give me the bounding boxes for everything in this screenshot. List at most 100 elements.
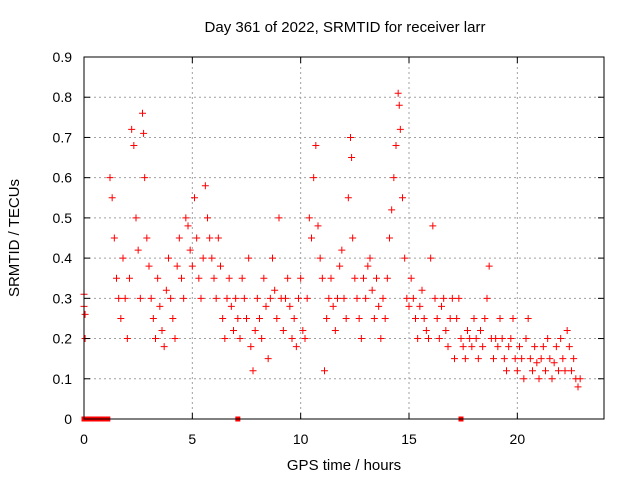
- data-point: [310, 174, 318, 182]
- data-point: [464, 327, 471, 335]
- data-point: [184, 222, 192, 230]
- data-point: [154, 274, 162, 282]
- data-point: [282, 294, 289, 302]
- data-point: [247, 343, 255, 351]
- data-point: [236, 335, 244, 343]
- data-point: [258, 335, 266, 343]
- data-point: [357, 335, 365, 343]
- plot-frame: [83, 56, 605, 420]
- data-point: [440, 294, 448, 302]
- data-point: [546, 355, 554, 363]
- data-point: [377, 335, 385, 343]
- data-point: [348, 154, 356, 162]
- data-point: [123, 335, 131, 343]
- data-point: [555, 367, 562, 375]
- data-point: [331, 327, 339, 335]
- data-point: [505, 343, 513, 351]
- data-point: [162, 286, 170, 294]
- data-point: [368, 286, 376, 294]
- data-point: [178, 274, 185, 282]
- data-point: [470, 314, 478, 322]
- data-point: [204, 214, 211, 222]
- data-point: [256, 314, 263, 322]
- data-point: [175, 234, 183, 242]
- data-point: [392, 141, 400, 149]
- data-point: [414, 335, 422, 343]
- data-point: [301, 335, 309, 343]
- data-point: [152, 335, 159, 343]
- data-point: [485, 262, 493, 270]
- data-point: [214, 234, 222, 242]
- data-point: [429, 222, 437, 230]
- y-tick-label: 0.4: [53, 250, 73, 266]
- data-point: [522, 335, 530, 343]
- data-point: [513, 367, 521, 375]
- data-point: [370, 314, 378, 322]
- data-point: [260, 274, 268, 282]
- data-point: [245, 254, 253, 262]
- data-point: [360, 274, 367, 282]
- data-point: [542, 367, 549, 375]
- data-point: [431, 294, 439, 302]
- data-point: [201, 182, 209, 190]
- data-point: [503, 367, 510, 375]
- data-point: [251, 327, 259, 335]
- data-point: [158, 327, 166, 335]
- data-point: [481, 314, 489, 322]
- data-point: [167, 294, 175, 302]
- data-point: [490, 355, 497, 363]
- data-point: [405, 302, 413, 310]
- data-point: [169, 314, 177, 322]
- data-point: [156, 302, 164, 310]
- data-point: [516, 343, 523, 351]
- data-point: [496, 314, 504, 322]
- data-point: [390, 174, 398, 182]
- data-point: [418, 286, 426, 294]
- data-point: [305, 214, 313, 222]
- data-point: [565, 343, 573, 351]
- data-point: [230, 327, 237, 335]
- data-point: [110, 234, 118, 242]
- data-point: [531, 343, 539, 351]
- data-point: [191, 194, 198, 202]
- data-point: [529, 367, 536, 375]
- data-point: [395, 101, 403, 109]
- data-point: [433, 314, 441, 322]
- data-point: [561, 367, 569, 375]
- data-point: [143, 234, 151, 242]
- data-point: [459, 343, 467, 351]
- data-point: [474, 355, 482, 363]
- data-point: [483, 294, 491, 302]
- data-point: [383, 274, 391, 282]
- data-point: [284, 274, 292, 282]
- data-point: [173, 262, 181, 270]
- data-point: [401, 254, 409, 262]
- data-point: [557, 335, 565, 343]
- data-point: [355, 314, 363, 322]
- data-point: [518, 355, 526, 363]
- data-point: [457, 335, 465, 343]
- data-point: [165, 254, 172, 262]
- data-point: [347, 133, 354, 141]
- data-point: [140, 129, 148, 137]
- data-point: [394, 89, 402, 97]
- data-point: [314, 222, 322, 230]
- data-point: [520, 375, 528, 383]
- data-point: [290, 314, 298, 322]
- data-point: [416, 302, 424, 310]
- data-point: [552, 343, 560, 351]
- data-point: [468, 343, 476, 351]
- data-point: [338, 246, 346, 254]
- data-point: [160, 343, 168, 351]
- data-point: [477, 327, 484, 335]
- data-point: [227, 302, 235, 310]
- data-point: [403, 294, 411, 302]
- data-point: [318, 274, 326, 282]
- data-point: [128, 125, 136, 133]
- data-point: [308, 234, 315, 242]
- data-point: [550, 359, 558, 367]
- data-point: [409, 294, 417, 302]
- data-point: [366, 254, 374, 262]
- data-point: [81, 310, 89, 318]
